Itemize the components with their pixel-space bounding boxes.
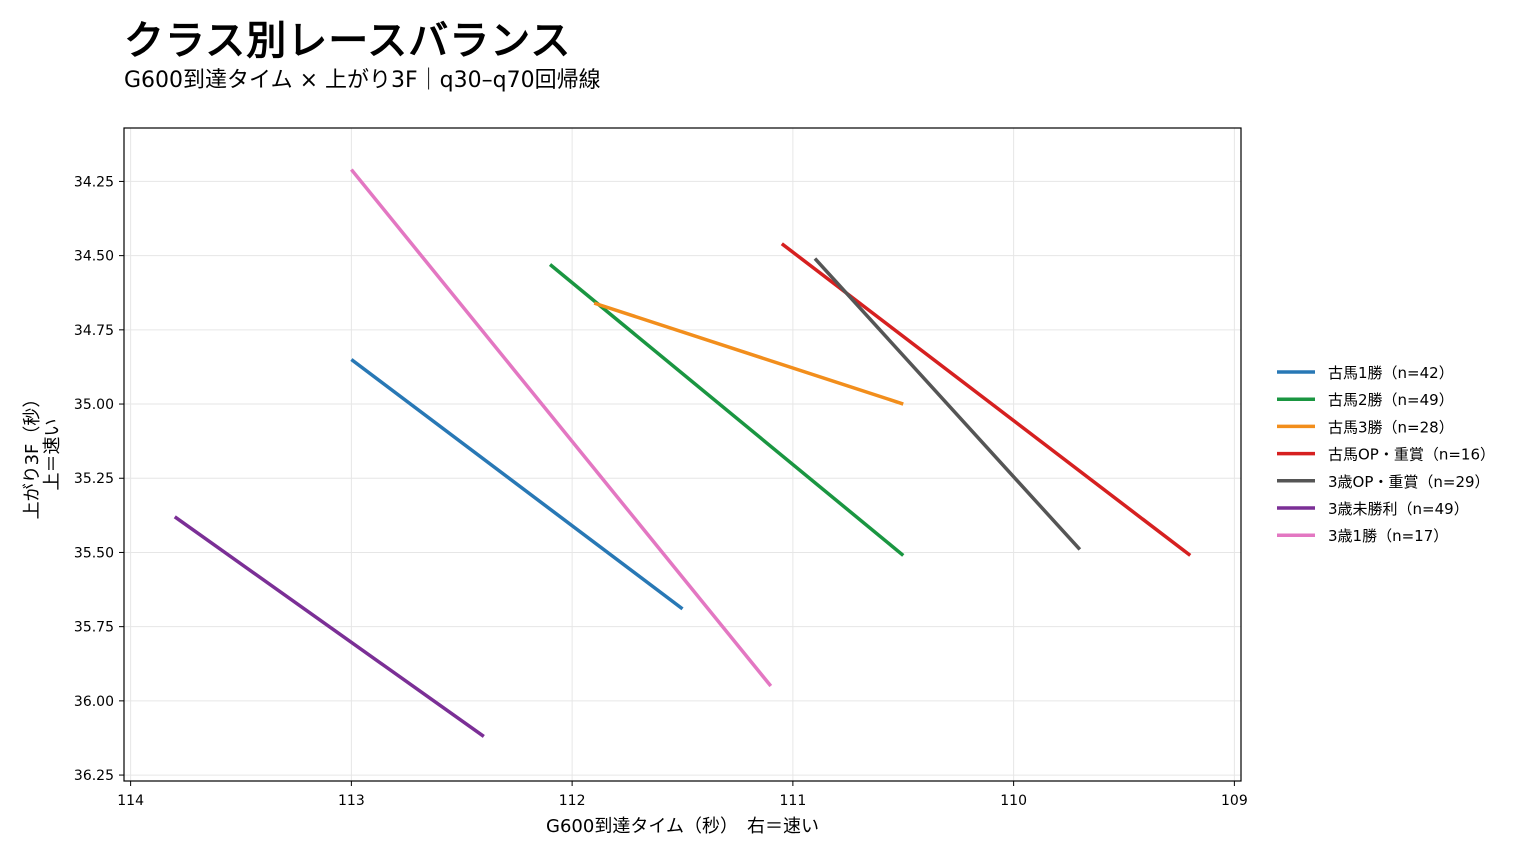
x-tick-label: 110	[1000, 793, 1027, 809]
x-tick-label: 111	[780, 793, 807, 809]
y-tick-label: 34.50	[74, 249, 114, 265]
x-tick-label: 113	[338, 793, 365, 809]
y-tick-label: 35.75	[74, 620, 114, 636]
plot-frame	[123, 127, 1242, 782]
legend: 古馬1勝（n=42） 古馬2勝（n=49） 古馬3勝（n=28） 古馬OP・重賞（n=…	[1277, 364, 1495, 545]
legend-label-5: 3歳OP・重賞（n=29）	[1328, 473, 1490, 491]
y-tick-label: 35.25	[74, 471, 114, 487]
y-tick-label: 34.25	[74, 174, 114, 190]
x-tick-label: 112	[559, 793, 586, 809]
series-line-2	[548, 263, 905, 557]
axis-ticks: 114 113 112 111 110 109 34.25 34.50 34.75 35.00 35…	[74, 174, 1248, 809]
y-tick-label: 35.00	[74, 397, 114, 413]
chart-subtitle: G600到達タイム × 上がり3F｜q30–q70回帰線	[124, 68, 601, 93]
y-axis-label-line-1: 上がり3F（秒）	[22, 390, 43, 520]
y-axis-label: 上がり3F（秒） 上＝速い	[22, 390, 63, 520]
y-tick-label: 35.50	[74, 545, 114, 561]
legend-label-2: 古馬2勝（n=49）	[1328, 391, 1454, 409]
series-lines	[173, 168, 1192, 738]
legend-label-3: 古馬3勝（n=28）	[1328, 418, 1454, 436]
x-axis-label: G600到達タイム（秒） 右＝速い	[546, 816, 819, 837]
legend-label-1: 古馬1勝（n=42）	[1328, 364, 1454, 382]
chart-title: クラス別レースバランス	[124, 18, 572, 64]
y-tick-label: 34.75	[74, 323, 114, 339]
x-tick-label: 109	[1221, 793, 1248, 809]
grid-lines	[124, 128, 1241, 781]
legend-label-6: 3歳未勝利（n=49）	[1328, 500, 1469, 518]
x-tick-label: 114	[117, 793, 144, 809]
series-line-7	[350, 168, 773, 688]
series-line-6	[173, 515, 485, 738]
y-tick-label: 36.25	[74, 768, 114, 784]
legend-label-7: 3歳1勝（n=17）	[1328, 527, 1448, 545]
y-tick-label: 36.00	[74, 694, 114, 710]
series-line-5	[813, 257, 1082, 551]
series-line-3	[593, 301, 904, 406]
legend-label-4: 古馬OP・重賞（n=16）	[1328, 446, 1495, 464]
y-axis-label-line-2: 上＝速い	[42, 419, 63, 491]
series-line-1	[350, 358, 684, 611]
